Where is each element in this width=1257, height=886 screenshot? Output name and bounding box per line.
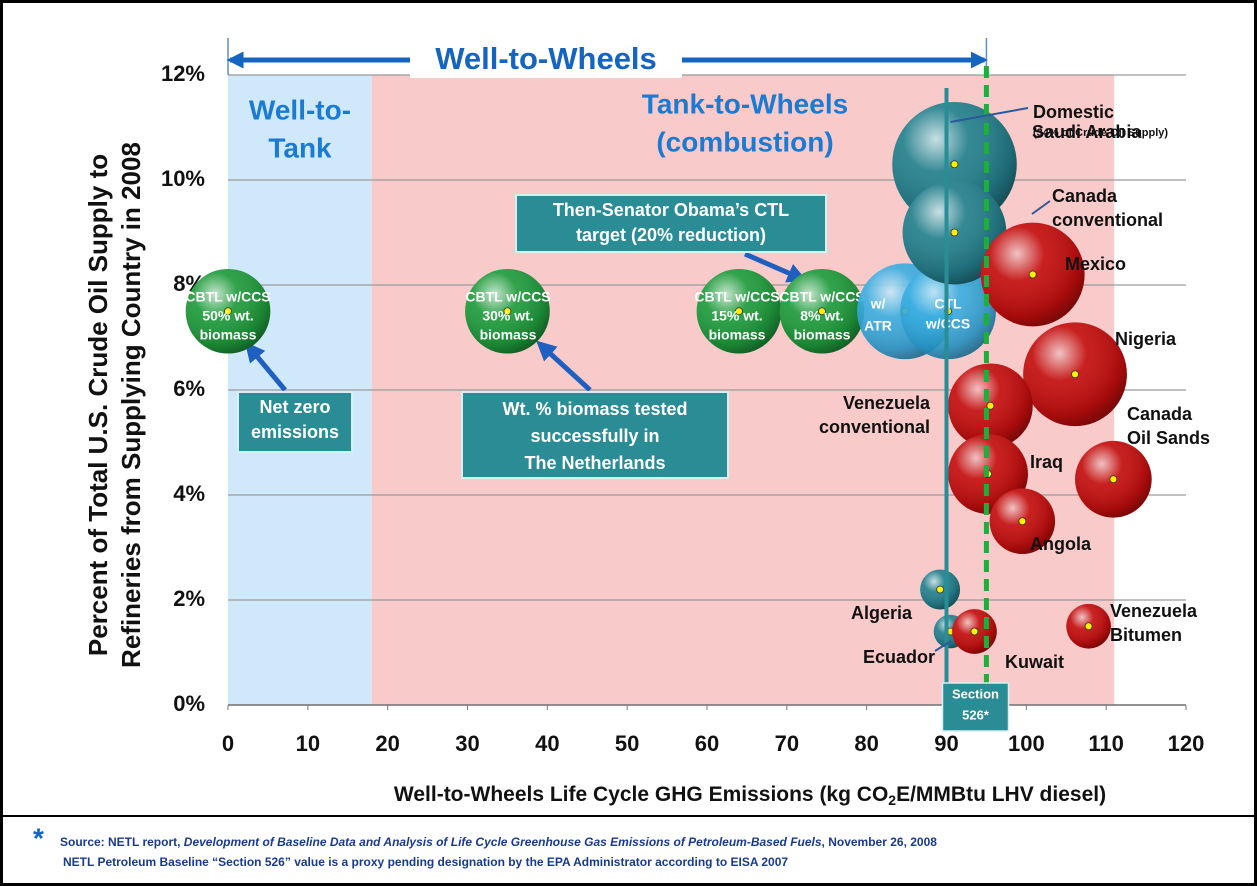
- chart: 0%2%4%6%8%10%12%010203040506070809010011…: [0, 0, 1257, 886]
- footnote-part: , November 26, 2008: [822, 835, 938, 849]
- y-tick-label: 2%: [173, 586, 205, 611]
- region-label: Tank-to-Wheels: [642, 88, 848, 119]
- y-tick-label: 4%: [173, 481, 205, 506]
- bubble-group: [1066, 604, 1111, 649]
- bubble-group: [981, 223, 1085, 327]
- y-axis-title: Refineries from Supplying Country in 200…: [116, 142, 146, 668]
- bubble-center: [937, 586, 944, 593]
- bubble-center: [1072, 371, 1079, 378]
- domestic-label: Domestic: [1033, 102, 1114, 122]
- region-label: (combustion): [656, 126, 833, 157]
- footnote-part: Development of Baseline Data and Analysi…: [184, 835, 822, 849]
- callout-text: Wt. % biomass tested: [502, 399, 687, 419]
- bubble-label: Nigeria: [1115, 329, 1177, 349]
- bubble-label: CBTL w/CCS: [694, 289, 779, 305]
- region-label: Tank: [268, 132, 332, 163]
- callout-text: The Netherlands: [524, 453, 665, 473]
- x-tick-label: 20: [375, 731, 399, 756]
- x-tick-label: 0: [222, 731, 234, 756]
- y-tick-label: 6%: [173, 376, 205, 401]
- bubble-center: [951, 161, 958, 168]
- bubble-label: Mexico: [1065, 254, 1126, 274]
- x-tick-label: 120: [1168, 731, 1205, 756]
- bubble-group: [920, 570, 960, 610]
- region-label: Well-to-: [249, 94, 351, 125]
- bubble-label: conventional: [819, 417, 930, 437]
- bubble-center: [1029, 271, 1036, 278]
- footnote-part: Source: NETL report,: [60, 835, 184, 849]
- bubble-label: w/: [870, 296, 886, 312]
- x-tick-label: 30: [455, 731, 479, 756]
- x-tick-label: 70: [775, 731, 799, 756]
- span-label: Well-to-Wheels: [435, 41, 657, 76]
- callout-text: Then-Senator Obama’s CTL: [553, 200, 789, 220]
- x-tick-label: 100: [1008, 731, 1045, 756]
- callout-text: emissions: [251, 422, 339, 442]
- bubble-label: 8% wt.: [800, 308, 844, 324]
- y-tick-label: 10%: [161, 166, 205, 191]
- bubble-center: [971, 628, 978, 635]
- bubble-center: [1085, 623, 1092, 630]
- callout-text: Net zero: [259, 397, 330, 417]
- bubble-label: 15% wt.: [711, 308, 762, 324]
- x-tick-label: 40: [535, 731, 559, 756]
- y-axis-title: Percent of Total U.S. Crude Oil Supply t…: [83, 154, 113, 656]
- x-axis-title-part: Well-to-Wheels Life Cycle GHG Emissions …: [394, 783, 888, 806]
- bubble-group: [1075, 441, 1152, 518]
- x-axis-title-part: 2: [888, 792, 896, 808]
- x-axis-title: Well-to-Wheels Life Cycle GHG Emissions …: [394, 783, 1106, 808]
- bubble-label: Saudi Arabia: [1032, 122, 1142, 142]
- bubble-label: Iraq: [1030, 452, 1063, 472]
- bubble-label: conventional: [1052, 210, 1163, 230]
- bubble-label: ATR: [864, 318, 892, 334]
- x-tick-label: 50: [615, 731, 639, 756]
- bubble-label: Venezuela: [1110, 601, 1198, 621]
- bubble-group: [952, 609, 997, 654]
- bubble-label: Oil Sands: [1127, 428, 1210, 448]
- bubble-label: Kuwait: [1005, 652, 1064, 672]
- callout-text: target (20% reduction): [576, 225, 766, 245]
- bubble-label: Bitumen: [1110, 625, 1182, 645]
- bubble-label: Canada: [1127, 404, 1193, 424]
- bubble-label: Ecuador: [863, 647, 935, 667]
- x-tick-label: 10: [296, 731, 320, 756]
- bubble-label: biomass: [709, 327, 766, 343]
- bubble-label: CBTL w/CCS: [465, 289, 550, 305]
- bubble-label: biomass: [794, 327, 851, 343]
- section-label: Section: [952, 686, 999, 701]
- bubble-center: [1019, 518, 1026, 525]
- x-tick-label: 90: [934, 731, 958, 756]
- x-tick-label: 80: [854, 731, 878, 756]
- callout-text: successfully in: [530, 426, 659, 446]
- bubble-label: biomass: [200, 327, 257, 343]
- x-tick-label: 110: [1088, 731, 1124, 756]
- bubble-label: Algeria: [851, 603, 913, 623]
- footnote-note: NETL Petroleum Baseline “Section 526” va…: [63, 855, 788, 869]
- x-tick-label: 60: [695, 731, 719, 756]
- y-tick-label: 12%: [161, 61, 205, 86]
- bubble-center: [951, 229, 958, 236]
- bubble-label: Angola: [1030, 534, 1092, 554]
- bubble-label: CBTL w/CCS: [185, 289, 270, 305]
- footnote-source: Source: NETL report, Development of Base…: [60, 835, 937, 849]
- bubble-label: biomass: [480, 327, 537, 343]
- bubble-label: 30% wt.: [482, 308, 533, 324]
- footnote-marker: *: [33, 822, 44, 853]
- bubble-label: CBTL w/CCS: [779, 289, 864, 305]
- bubble-center: [1110, 476, 1117, 483]
- x-axis-title-part: E/MMBtu LHV diesel): [896, 783, 1106, 806]
- section-label: 526*: [962, 707, 990, 722]
- bubble-label: Canada: [1052, 186, 1118, 206]
- bubble-label: 50% wt.: [202, 308, 253, 324]
- bubble-group: [1023, 322, 1127, 426]
- y-tick-label: 0%: [173, 691, 205, 716]
- bubble-label: Venezuela: [843, 393, 931, 413]
